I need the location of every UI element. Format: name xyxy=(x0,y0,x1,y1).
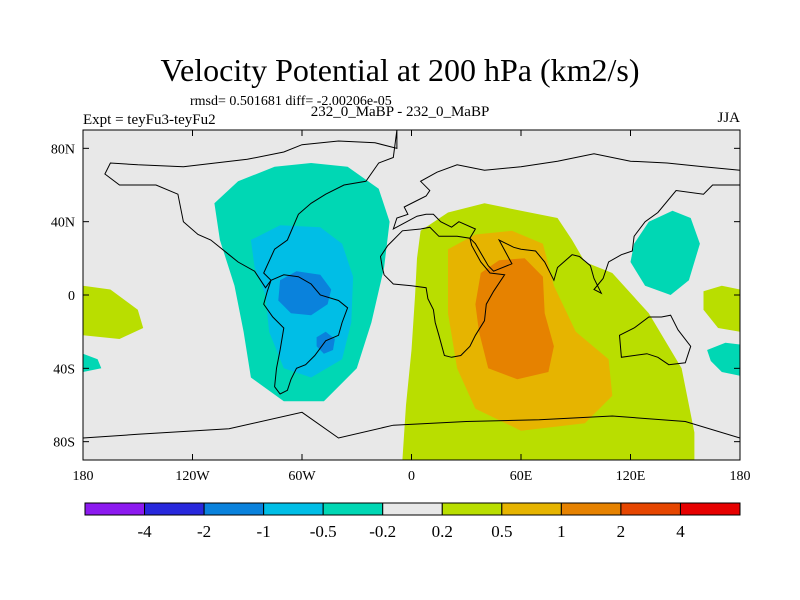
negative-cell-western-edge xyxy=(83,353,102,372)
colorbar-swatch xyxy=(203,502,265,516)
coastline-north-america xyxy=(104,130,398,289)
coastline-antarctica xyxy=(83,411,740,460)
colorbar-swatch xyxy=(679,502,741,516)
season-label: JJA xyxy=(717,110,740,126)
colorbar-label: 4 xyxy=(676,522,685,541)
coastline-australia xyxy=(618,314,692,366)
colorbar-swatch xyxy=(560,502,622,516)
colorbar-label: 2 xyxy=(617,522,626,541)
colorbar-swatch xyxy=(322,502,384,516)
colorbar-swatch xyxy=(620,502,681,516)
runs-label: 232_0_MaBP - 232_0_MaBP xyxy=(310,104,490,120)
y-tick-label: 0 xyxy=(68,289,75,304)
colorbar-label: 0.2 xyxy=(432,522,453,541)
colorbar-swatch xyxy=(84,502,146,516)
colorbar-label: -1 xyxy=(257,522,271,541)
y-tick-label: 80S xyxy=(53,436,75,451)
colorbar-swatch xyxy=(263,502,324,516)
x-tick-label: 0 xyxy=(408,469,415,484)
stats-label: rmsd= 0.501681 diff= -2.00206e-05 xyxy=(190,94,392,109)
coastline-eurasia xyxy=(392,153,740,295)
y-tick-label: 40N xyxy=(51,216,75,231)
x-tick-label: 60W xyxy=(288,469,316,484)
colorbar-label: -4 xyxy=(137,522,152,541)
x-tick-label: 180 xyxy=(73,469,94,484)
colorbar-label: 1 xyxy=(557,522,566,541)
y-tick-label: 80N xyxy=(51,142,75,157)
positive-band-eastern-edge xyxy=(703,285,740,332)
colorbar-label: -2 xyxy=(197,522,211,541)
positive-cell-main-inner xyxy=(475,258,554,380)
x-tick-label: 60E xyxy=(510,469,533,484)
colorbar-swatch xyxy=(441,502,503,516)
colorbar-swatch xyxy=(144,502,205,516)
negative-cell-south-core xyxy=(316,331,335,354)
y-tick-label: 40S xyxy=(53,362,75,377)
colorbar-swatch xyxy=(382,502,443,516)
x-tick-label: 180 xyxy=(730,469,751,484)
chart-title: Velocity Potential at 200 hPa (km2/s) xyxy=(160,52,640,88)
colorbar-swatch xyxy=(501,502,562,516)
x-tick-label: 120W xyxy=(175,469,210,484)
colorbar-label: -0.5 xyxy=(310,522,337,541)
x-tick-label: 120E xyxy=(616,469,646,484)
coastline-africa xyxy=(379,226,506,358)
negative-cell-northeast xyxy=(630,210,700,295)
negative-cell-eastern-edge xyxy=(707,342,740,376)
experiment-label: Expt = teyFu3-teyFu2 xyxy=(83,112,216,128)
positive-band-western-edge xyxy=(83,285,144,339)
colorbar-label: -0.2 xyxy=(369,522,396,541)
coastline-south-america xyxy=(263,274,349,395)
negative-cell-main-inner xyxy=(278,271,332,316)
colorbar-label: 0.5 xyxy=(491,522,512,541)
